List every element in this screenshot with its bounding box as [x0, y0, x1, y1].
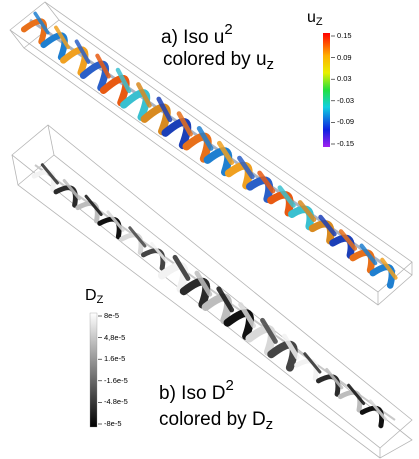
ribbons-a-segment [380, 257, 398, 280]
ribbons-a-segment [54, 25, 70, 50]
ribbons-a-segment [196, 126, 214, 151]
caption-b-sub: z [265, 416, 274, 433]
ribbons-b-segment [106, 210, 125, 232]
ribbons-a-segment [277, 185, 296, 208]
ribbons-b-segment [216, 286, 235, 313]
ribbons-b-segment [325, 368, 344, 390]
colorbar-b-tick-label: 8e-5 [104, 311, 120, 320]
ribbons-b-segment [281, 333, 300, 360]
caption-a-sub: z [266, 56, 275, 73]
ribbons-a-segment [318, 214, 337, 237]
ribbons-b-segment [40, 163, 59, 185]
helix-ribbons-a [20, 11, 398, 289]
ribbons-b-segment [172, 254, 191, 281]
ribbons-a-segment [338, 229, 358, 251]
caption-b-line2: colored by Dz [159, 410, 273, 432]
ribbons-b-segment [128, 226, 147, 248]
colorbar-b-tick-label: 1.6e-5 [104, 354, 126, 364]
colorbar-a-tick-label: -0.15 [337, 139, 355, 148]
ribbons-a-segment [297, 200, 317, 223]
caption-b-label: b) Iso D [159, 383, 226, 404]
colorbar-b [89, 312, 98, 428]
colorbar-b-title: DZ [85, 287, 104, 306]
caption-b-line1: b) Iso D2 [159, 378, 234, 403]
ribbons-b-segment [150, 242, 169, 264]
caption-a-label: a) Iso u [161, 27, 225, 48]
ribbons-a-segment [74, 39, 91, 64]
ribbons-b-segment [194, 270, 213, 297]
ribbons-a-segment [156, 96, 173, 123]
ribbons-a-segment [237, 155, 255, 180]
colorbar-a-tick-label: 0.15 [337, 31, 352, 40]
ribbons-b-segment [303, 352, 322, 374]
ribbons-a-segment [115, 67, 132, 94]
colorbar-a-tick-label: 0.03 [337, 74, 352, 84]
ribbons-a-segment [136, 82, 152, 108]
ribbons-a-segment [216, 140, 235, 166]
caption-a-desc: colored by u [163, 49, 267, 70]
caption-a-line1: a) Iso u2 [161, 22, 233, 47]
caption-b-power: 2 [225, 377, 234, 394]
colorbar-b-tick-label: 4,8e-5 [104, 332, 126, 342]
caption-a-power: 2 [224, 21, 233, 38]
ribbons-b-segment [368, 399, 388, 421]
ribbons-b-segment [62, 179, 81, 201]
caption-a-line2: colored by uz [163, 50, 274, 72]
colorbar-b-tick-label: -1.6e-5 [104, 375, 128, 385]
colorbar-b-tick-label: -4.8e-5 [104, 397, 128, 407]
colorbar-a-tick-label: -0.03 [337, 95, 355, 105]
ribbons-b-segment [238, 302, 256, 329]
ribbons-a-segment [95, 53, 111, 79]
ribbons-a-segment [33, 11, 50, 35]
helix-ribbons-b [31, 163, 388, 429]
ribbons-a-segment [359, 243, 378, 266]
ribbons-a-segment [176, 111, 193, 137]
ribbons-b-segment [260, 317, 278, 344]
ribbons-a-segment [257, 170, 276, 194]
colorbar-b-tick-label: -8e-5 [104, 419, 122, 428]
colorbar-a-tick-label: 0.09 [337, 52, 352, 62]
colorbar-a-tick-label: -0.09 [337, 117, 355, 127]
colorbar-a-title: uZ [307, 9, 323, 28]
colorbar-a [323, 33, 330, 147]
caption-b-desc: colored by D [159, 409, 266, 430]
ribbons-b-segment [347, 383, 366, 406]
ribbons-b-segment [84, 194, 103, 217]
